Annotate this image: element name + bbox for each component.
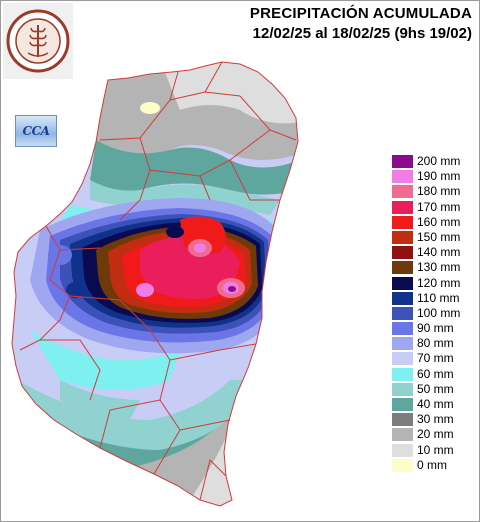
legend-swatch <box>392 306 413 320</box>
legend-label: 90 mm <box>417 321 454 336</box>
legend-label: 200 mm <box>417 154 461 168</box>
legend-swatch <box>392 170 413 184</box>
legend-label: 100 mm <box>417 305 461 320</box>
rainfall-field <box>12 62 298 506</box>
legend-swatch <box>392 337 413 351</box>
legend-swatch <box>392 246 413 260</box>
legend-swatch <box>392 367 413 381</box>
legend-label: 180 mm <box>417 184 461 199</box>
legend-swatch <box>392 413 413 427</box>
legend-label: 80 mm <box>417 336 454 351</box>
legend-swatch <box>392 215 413 229</box>
legend-label: 20 mm <box>417 427 454 442</box>
legend-label: 170 mm <box>417 199 461 214</box>
legend-label: 190 mm <box>417 169 461 184</box>
legend-swatch <box>392 230 413 244</box>
legend-swatch <box>392 382 413 396</box>
map-title: PRECIPITACIÓN ACUMULADA 12/02/25 al 18/0… <box>250 4 472 44</box>
legend-swatch <box>392 322 413 336</box>
title-line-2: 12/02/25 al 18/02/25 (9hs 19/02) <box>252 25 472 42</box>
legend-swatch <box>392 398 413 411</box>
wheat-seal-icon <box>6 9 70 73</box>
legend-swatch <box>392 352 413 366</box>
legend-label: 60 mm <box>417 366 454 381</box>
legend-label: 140 mm <box>417 245 461 260</box>
legend-label: 150 mm <box>417 229 461 244</box>
legend-label: 70 mm <box>417 351 454 366</box>
legend-swatch <box>392 185 413 199</box>
cca-badge: CCA <box>15 115 57 147</box>
legend-swatch <box>392 291 413 305</box>
legend-swatch <box>392 428 413 442</box>
legend-label: 40 mm <box>417 397 454 411</box>
legend-label: 50 mm <box>417 381 454 396</box>
legend-label: 110 mm <box>417 290 460 305</box>
legend-label: 160 mm <box>417 214 461 229</box>
legend-label: 120 mm <box>417 275 461 290</box>
department-borders <box>11 61 299 507</box>
cca-label: CCA <box>22 124 50 138</box>
legend-swatch <box>392 261 413 275</box>
title-line-1: PRECIPITACIÓN ACUMULADA <box>249 5 472 22</box>
legend-label: 10 mm <box>417 442 454 457</box>
legend-label: 130 mm <box>417 260 461 275</box>
legend-swatch <box>392 155 413 168</box>
legend-swatch <box>392 200 413 214</box>
legend-label: 0 mm <box>417 457 447 472</box>
legend-swatch <box>392 276 413 290</box>
legend-swatch <box>392 443 413 457</box>
legend-swatch <box>392 458 413 472</box>
logo <box>3 3 73 79</box>
legend-label: 30 mm <box>417 412 454 427</box>
